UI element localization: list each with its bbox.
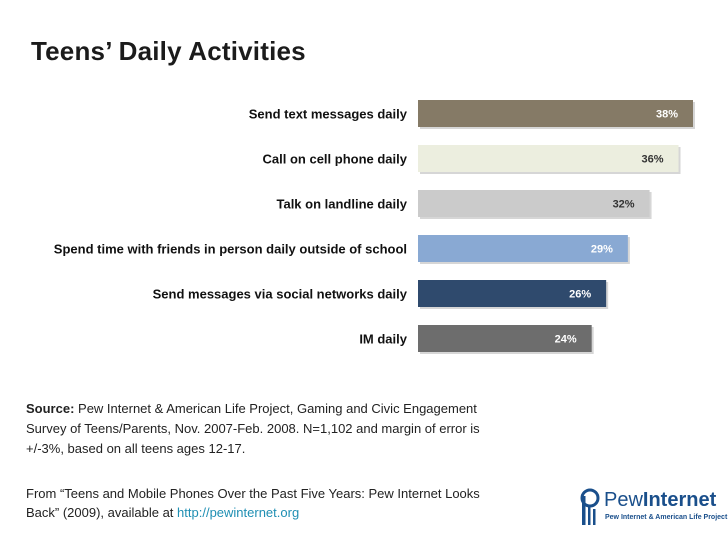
category-label: IM daily [359, 332, 407, 347]
bar [418, 145, 679, 172]
category-label: Talk on landline daily [276, 197, 407, 212]
category-label: Spend time with friends in person daily … [54, 242, 407, 257]
pew-logo-icon [580, 488, 600, 525]
from-note: From “Teens and Mobile Phones Over the P… [26, 484, 506, 522]
value-label: 32% [613, 199, 635, 211]
source-note: Source: Pew Internet & American Life Pro… [26, 399, 506, 459]
source-text: Pew Internet & American Life Project, Ga… [26, 401, 480, 456]
from-text: From “Teens and Mobile Phones Over the P… [26, 486, 480, 520]
value-label: 24% [555, 334, 577, 346]
bar [418, 100, 693, 127]
value-label: 38% [656, 109, 678, 121]
category-label: Call on cell phone daily [263, 152, 408, 167]
bar [418, 325, 592, 352]
category-label: Send messages via social networks daily [153, 287, 408, 302]
value-label: 26% [569, 289, 591, 301]
pew-internet-logo: PewInternet Pew Internet & American Life… [578, 487, 727, 527]
bar [418, 280, 607, 307]
pewinternet-link[interactable]: http://pewinternet.org [177, 505, 300, 520]
category-label: Send text messages daily [249, 107, 408, 122]
logo-name-pew: Pew [604, 489, 643, 511]
value-label: 36% [642, 154, 664, 166]
bar-chart: Send text messages daily 38% Call on cell … [54, 100, 695, 354]
source-label: Source: [26, 401, 75, 416]
page-title: Teens’ Daily Activities [31, 36, 306, 66]
logo-name: PewInternet [604, 489, 716, 512]
logo-subtitle: Pew Internet & American Life Project [605, 514, 728, 521]
bar [418, 190, 650, 217]
value-label: 29% [591, 244, 613, 256]
bar [418, 235, 628, 262]
logo-name-internet: Internet [642, 489, 717, 511]
